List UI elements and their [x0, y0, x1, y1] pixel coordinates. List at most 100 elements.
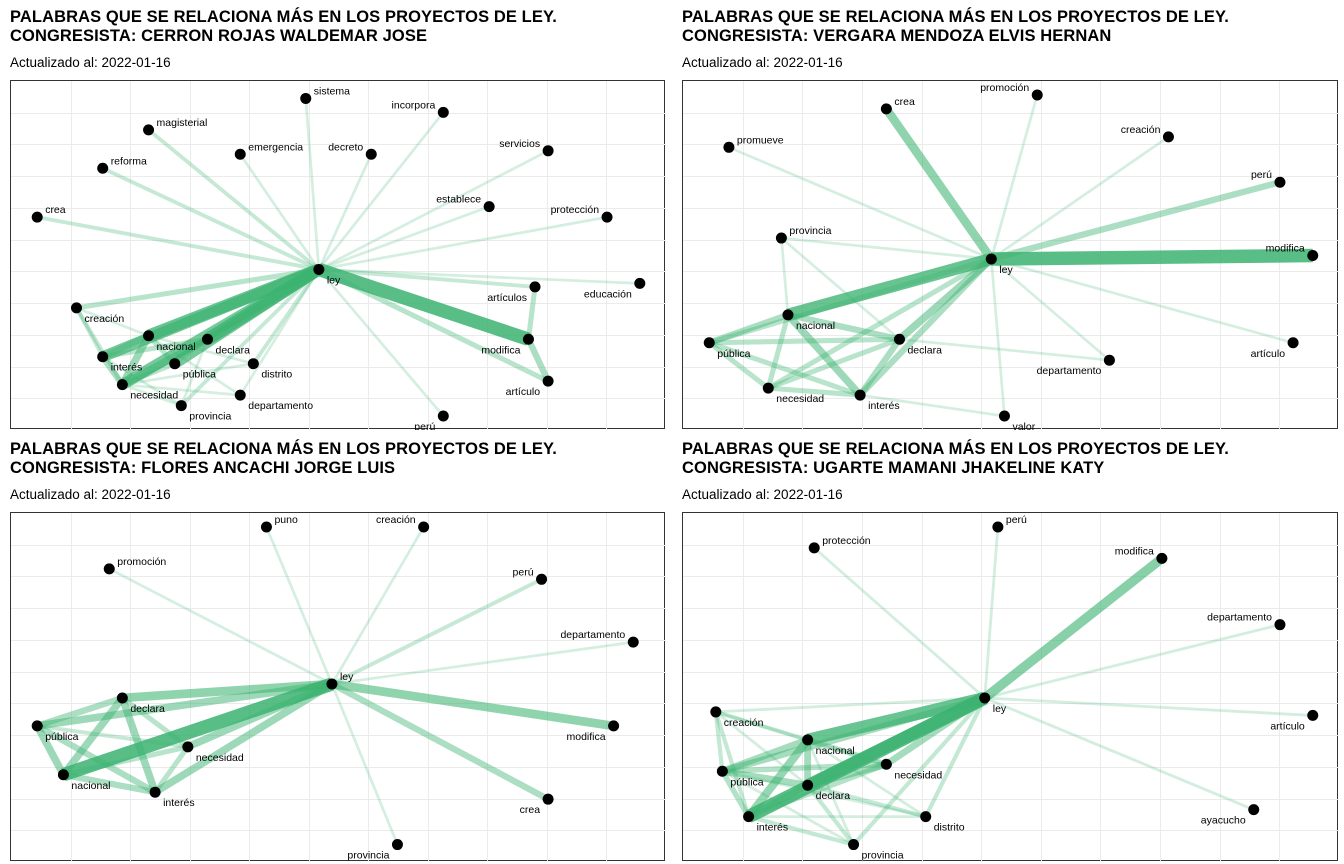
node-label-departamento: departamento	[1037, 365, 1102, 377]
node-label-ley: ley	[327, 274, 341, 286]
labels: puno creación promoción perú departamento ley…	[45, 514, 625, 862]
edge-provincia-nacional	[780, 237, 790, 315]
node-label-crea: crea	[45, 204, 66, 216]
node-label-nacional: nacional	[157, 341, 196, 353]
node-label-emergencia: emergencia	[248, 141, 303, 153]
edge-ley-departamento	[984, 623, 1281, 700]
edge-ley-provincia	[852, 696, 987, 846]
edge-departamento-nacional	[147, 334, 241, 397]
node-declara	[202, 333, 213, 345]
node-label-establece: establece	[436, 194, 481, 206]
node-label-incorpora: incorpora	[392, 99, 436, 111]
node-articulo	[1307, 709, 1319, 721]
edge-nacional-publica	[721, 736, 809, 775]
edge-ley-modifica	[981, 554, 1165, 702]
title-line-1: PALABRAS QUE SE RELACIONA MÁS EN LOS PRO…	[10, 8, 557, 26]
nodes	[31, 521, 639, 851]
node-crea	[31, 211, 43, 223]
edge-ley-emergencia	[239, 153, 320, 271]
node-label-peru: perú	[1006, 514, 1027, 526]
node-label-crea: crea	[520, 804, 541, 816]
edge-ley-decreto	[317, 153, 373, 271]
edge-creacion-necesidad	[74, 306, 125, 386]
edge-ley-necesidad	[767, 256, 993, 391]
node-label-magisterial: magisterial	[157, 117, 208, 129]
node-departamento	[1103, 354, 1115, 366]
node-label-publica: pública	[730, 776, 763, 788]
edge-nacional-interes	[62, 771, 156, 796]
plot-area: perú protección modifica departamento ley cre…	[682, 512, 1339, 862]
nodes	[703, 89, 1319, 422]
node-departamento	[627, 636, 639, 648]
node-label-departamento: departamento	[248, 400, 313, 412]
node-reforma	[97, 162, 109, 174]
node-promocion	[103, 563, 115, 575]
edge-declara-publica	[721, 767, 809, 789]
edge-nacional-publica	[708, 311, 790, 346]
node-label-peru: perú	[513, 566, 534, 578]
node-articulo	[542, 375, 554, 387]
node-establece	[483, 201, 495, 213]
edge-provincia-publica	[721, 770, 855, 846]
node-label-modifica: modifica	[1266, 243, 1305, 255]
node-label-creacion: creación	[1121, 124, 1161, 136]
node-modifica	[522, 333, 534, 345]
node-label-servicios: servicios	[499, 138, 540, 150]
node-interes	[854, 389, 866, 401]
edge-distrito-declara	[807, 783, 927, 819]
edge-ley-provincia	[330, 683, 399, 846]
node-creacion	[418, 521, 430, 533]
node-departamento	[1274, 619, 1286, 631]
node-label-reforma: reforma	[111, 155, 147, 167]
edges	[713, 526, 1313, 847]
edge-ley-creacion	[330, 526, 425, 685]
panel-title: PALABRAS QUE SE RELACIONA MÁS EN LOS PRO…	[682, 8, 1229, 46]
node-promueve	[723, 141, 735, 153]
network-graph: perú protección modifica departamento ley cre…	[683, 513, 1339, 862]
edge-creacion-interes	[74, 306, 105, 358]
edge-ley-crea	[36, 215, 320, 272]
edge-distrito-necesidad	[122, 362, 254, 386]
node-modifica	[608, 720, 620, 732]
node-decreto	[365, 148, 377, 160]
node-creacion	[71, 302, 82, 314]
node-educacion	[634, 277, 646, 289]
edge-declara-nacional	[60, 695, 126, 778]
edge-publica-interes	[719, 769, 751, 819]
edge-creacion-interes	[713, 711, 751, 818]
node-label-articulo: artículo	[1270, 720, 1305, 732]
node-label-declara: declara	[216, 344, 251, 356]
edge-ley-declara	[122, 679, 333, 703]
edge-ley-servicios	[318, 149, 549, 271]
edge-ley-proteccion	[318, 215, 608, 271]
edges	[33, 526, 634, 846]
node-label-promocion: promoción	[117, 556, 166, 568]
node-label-educacion: educación	[584, 288, 632, 300]
node-label-publica: pública	[45, 731, 78, 743]
node-necesidad	[182, 741, 194, 753]
edge-ley-puno	[265, 526, 334, 685]
network-panel-ugarte: PALABRAS QUE SE RELACIONA MÁS EN LOS PRO…	[682, 440, 1339, 862]
network-panel-vergara: PALABRAS QUE SE RELACIONA MÁS EN LOS PRO…	[682, 8, 1339, 430]
edge-provincia-nacional	[806, 739, 855, 846]
edge-ley-establece	[318, 205, 490, 271]
labels: sistema incorpora magisterial emergencia dec…	[45, 85, 632, 430]
node-label-decreto: decreto	[328, 141, 363, 153]
node-provincia	[175, 400, 187, 412]
edge-ley-creacion	[990, 135, 1170, 261]
edge-ley-educacion	[318, 268, 640, 285]
node-nacional	[782, 309, 794, 321]
edge-ley-peru	[983, 526, 1000, 699]
node-label-articulo: artículo	[506, 386, 541, 398]
node-servicios	[542, 145, 554, 157]
edge-ley-promocion	[990, 94, 1039, 260]
node-label-interes: interés	[163, 797, 195, 809]
node-provincia	[848, 839, 860, 851]
title-line-1: PALABRAS QUE SE RELACIONA MÁS EN LOS PRO…	[682, 440, 1229, 458]
panel-title: PALABRAS QUE SE RELACIONA MÁS EN LOS PRO…	[10, 440, 557, 478]
node-label-modifica: modifica	[1115, 545, 1154, 557]
node-label-ayacucho: ayacucho	[1201, 815, 1246, 827]
node-valor	[998, 410, 1010, 422]
network-graph: sistema incorpora magisterial emergencia dec…	[11, 81, 666, 430]
node-label-proteccion: protección	[551, 204, 600, 216]
